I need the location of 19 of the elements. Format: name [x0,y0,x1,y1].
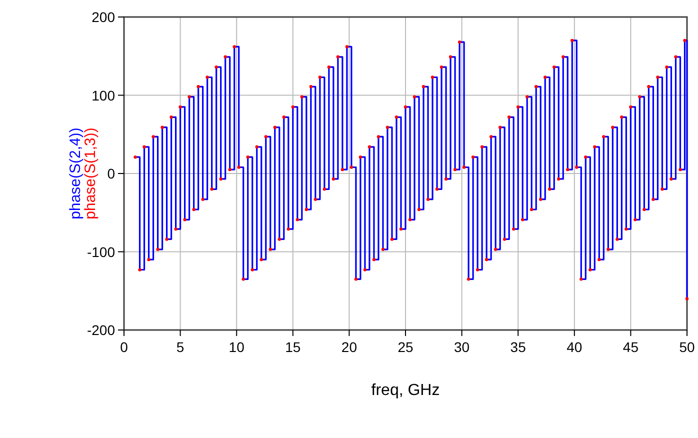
x-tick-label: 35 [510,339,526,355]
y-tick-label: 200 [92,9,116,25]
y-tick-label: 0 [107,166,116,182]
text: phase(S(1,3)) [82,128,99,220]
x-tick-label: 15 [285,339,301,355]
x-tick-label: 5 [176,339,184,355]
text: phase(S(2,4)) [67,128,84,220]
x-axis-title: freq, GHz [371,382,440,399]
x-tick-label: 50 [679,339,695,355]
x-tick-label: 20 [341,339,358,355]
x-tick-label: 30 [454,339,470,355]
y-tick-label: -100 [86,244,116,260]
x-tick-label: 0 [120,339,128,355]
x-tick-label: 45 [622,339,639,355]
y-tick-label: -200 [86,322,116,338]
x-tick-label: 25 [398,339,414,355]
x-tick-label: 10 [228,339,245,355]
x-tick-label: 40 [566,339,582,355]
y-tick-label: 100 [92,87,116,104]
